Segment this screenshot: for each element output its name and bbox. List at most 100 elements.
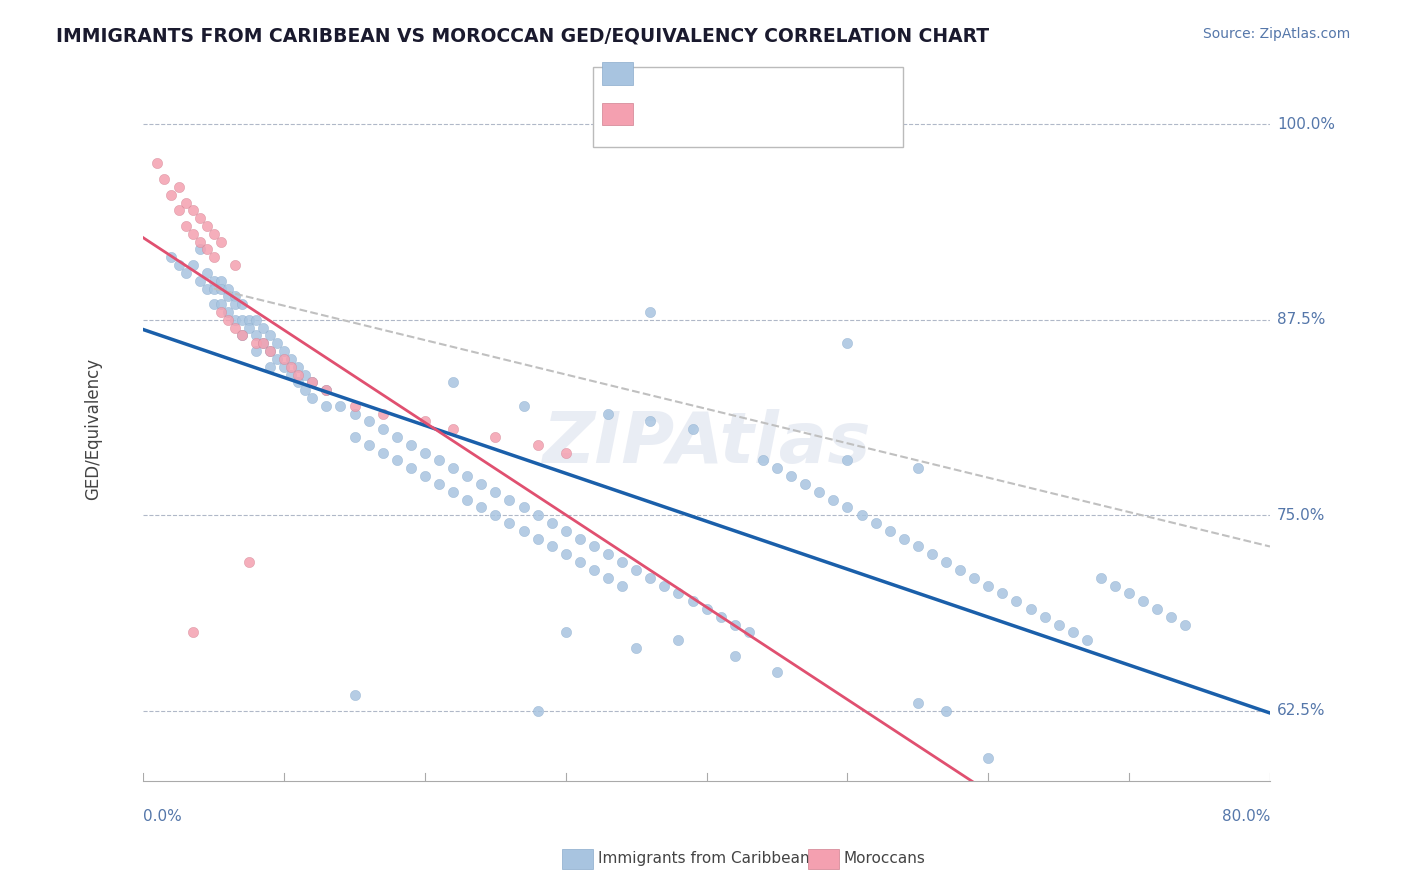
Immigrants from Caribbean <box>259 359 281 374</box>
Immigrants from Caribbean <box>540 516 562 530</box>
Moroccans <box>202 227 225 241</box>
Moroccans <box>441 422 464 436</box>
Immigrants from Caribbean <box>512 524 534 538</box>
Text: 87.5%: 87.5% <box>1277 312 1326 327</box>
Immigrants from Caribbean <box>893 532 915 546</box>
Immigrants from Caribbean <box>202 297 225 311</box>
Text: 75.0%: 75.0% <box>1277 508 1326 523</box>
Immigrants from Caribbean <box>188 243 211 257</box>
Text: GED/Equivalency: GED/Equivalency <box>83 359 101 500</box>
Immigrants from Caribbean <box>385 430 408 444</box>
Immigrants from Caribbean <box>596 571 619 585</box>
Text: N = 147: N = 147 <box>748 74 823 92</box>
Immigrants from Caribbean <box>1146 602 1168 616</box>
Immigrants from Caribbean <box>935 555 957 569</box>
Moroccans <box>273 351 295 366</box>
Moroccans <box>413 414 436 428</box>
Immigrants from Caribbean <box>273 344 295 359</box>
Immigrants from Caribbean <box>766 461 789 475</box>
Immigrants from Caribbean <box>202 281 225 295</box>
Moroccans <box>209 235 232 249</box>
Immigrants from Caribbean <box>202 274 225 288</box>
Immigrants from Caribbean <box>245 328 267 343</box>
Immigrants from Caribbean <box>610 578 633 592</box>
Immigrants from Caribbean <box>231 328 253 343</box>
Moroccans <box>181 625 204 640</box>
Immigrants from Caribbean <box>1033 610 1056 624</box>
Immigrants from Caribbean <box>484 508 506 523</box>
Immigrants from Caribbean <box>441 484 464 499</box>
Moroccans <box>238 555 260 569</box>
Moroccans <box>287 368 309 382</box>
Immigrants from Caribbean <box>879 524 901 538</box>
Immigrants from Caribbean <box>851 508 873 523</box>
Moroccans <box>231 328 253 343</box>
Immigrants from Caribbean <box>484 484 506 499</box>
Moroccans <box>224 258 246 272</box>
Immigrants from Caribbean <box>808 484 831 499</box>
Immigrants from Caribbean <box>582 563 605 577</box>
Immigrants from Caribbean <box>231 312 253 326</box>
Moroccans <box>259 344 281 359</box>
Immigrants from Caribbean <box>273 359 295 374</box>
Moroccans <box>160 187 183 202</box>
Immigrants from Caribbean <box>668 586 690 600</box>
Immigrants from Caribbean <box>921 547 943 561</box>
Immigrants from Caribbean <box>977 750 1000 764</box>
Immigrants from Caribbean <box>837 500 859 515</box>
Immigrants from Caribbean <box>259 344 281 359</box>
Immigrants from Caribbean <box>470 500 492 515</box>
Moroccans <box>174 195 197 210</box>
Immigrants from Caribbean <box>1160 610 1182 624</box>
Immigrants from Caribbean <box>294 383 316 397</box>
Immigrants from Caribbean <box>1005 594 1028 608</box>
Immigrants from Caribbean <box>301 391 323 405</box>
Immigrants from Caribbean <box>188 274 211 288</box>
Immigrants from Caribbean <box>287 376 309 390</box>
Immigrants from Caribbean <box>823 492 845 507</box>
Immigrants from Caribbean <box>315 383 337 397</box>
Immigrants from Caribbean <box>626 563 648 577</box>
Text: 62.5%: 62.5% <box>1277 703 1326 718</box>
Immigrants from Caribbean <box>582 540 605 554</box>
Immigrants from Caribbean <box>780 469 803 483</box>
Immigrants from Caribbean <box>554 625 576 640</box>
Immigrants from Caribbean <box>195 266 218 280</box>
Immigrants from Caribbean <box>626 641 648 656</box>
Immigrants from Caribbean <box>977 578 1000 592</box>
Moroccans <box>301 376 323 390</box>
Immigrants from Caribbean <box>399 438 422 452</box>
Immigrants from Caribbean <box>441 376 464 390</box>
Immigrants from Caribbean <box>668 633 690 648</box>
Immigrants from Caribbean <box>526 532 548 546</box>
Immigrants from Caribbean <box>238 312 260 326</box>
Immigrants from Caribbean <box>266 336 288 351</box>
Immigrants from Caribbean <box>794 477 817 491</box>
Moroccans <box>181 203 204 218</box>
Text: IMMIGRANTS FROM CARIBBEAN VS MOROCCAN GED/EQUIVALENCY CORRELATION CHART: IMMIGRANTS FROM CARIBBEAN VS MOROCCAN GE… <box>56 27 990 45</box>
Text: 80.0%: 80.0% <box>1222 809 1270 824</box>
Immigrants from Caribbean <box>526 704 548 718</box>
Immigrants from Caribbean <box>470 477 492 491</box>
Immigrants from Caribbean <box>399 461 422 475</box>
Moroccans <box>167 203 190 218</box>
Immigrants from Caribbean <box>266 351 288 366</box>
Immigrants from Caribbean <box>287 359 309 374</box>
Moroccans <box>245 336 267 351</box>
Text: ZIPAtlas: ZIPAtlas <box>543 409 870 478</box>
Moroccans <box>202 250 225 264</box>
Text: Source: ZipAtlas.com: Source: ZipAtlas.com <box>1202 27 1350 41</box>
Immigrants from Caribbean <box>174 266 197 280</box>
Immigrants from Caribbean <box>963 571 986 585</box>
Immigrants from Caribbean <box>498 492 520 507</box>
Immigrants from Caribbean <box>1132 594 1154 608</box>
Immigrants from Caribbean <box>224 297 246 311</box>
Immigrants from Caribbean <box>371 445 394 459</box>
Moroccans <box>181 227 204 241</box>
Immigrants from Caribbean <box>252 336 274 351</box>
Immigrants from Caribbean <box>245 344 267 359</box>
Text: Moroccans: Moroccans <box>844 852 925 866</box>
Immigrants from Caribbean <box>217 289 239 303</box>
Immigrants from Caribbean <box>949 563 972 577</box>
Moroccans <box>484 430 506 444</box>
